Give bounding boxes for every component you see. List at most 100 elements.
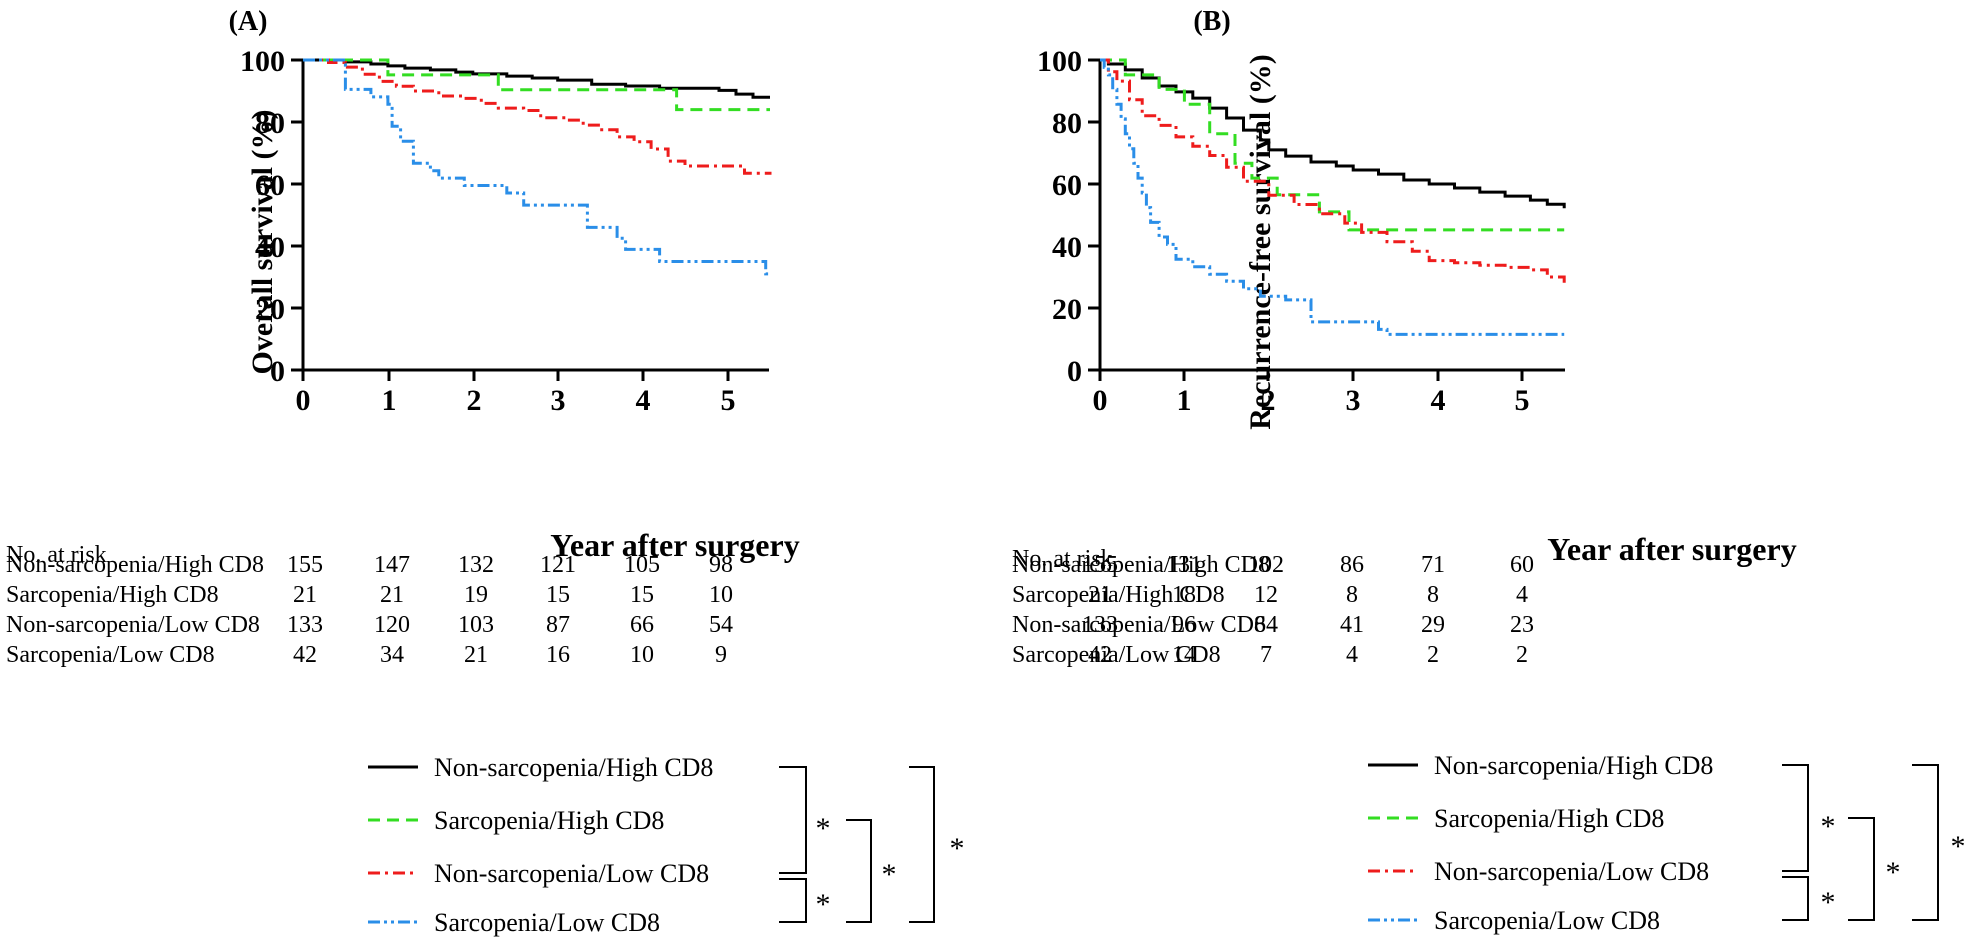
risk-cell: 96 (1172, 612, 1196, 638)
risk-cell: 155 (1082, 552, 1118, 578)
panel-b-label: (B) (1193, 6, 1230, 37)
panel-b-risk-header: No. at risk (1012, 546, 1113, 572)
risk-cell: 18 (1172, 582, 1196, 608)
risk-cell: 9 (715, 642, 727, 668)
sig-b-1: * (1821, 810, 1836, 843)
sig-b-4: * (1951, 830, 1966, 863)
y-tick-label: 100 (240, 45, 285, 78)
risk-cell: 155 (287, 552, 323, 578)
risk-cell: 133 (1082, 612, 1118, 638)
risk-row-label: Sarcopenia/Low CD8 (6, 642, 215, 668)
risk-row-label: Non-sarcopenia/High CD8 (6, 552, 264, 578)
sig-b-2: * (1821, 886, 1836, 919)
x-tick-label: 1 (382, 384, 397, 417)
risk-cell: 4 (1346, 642, 1358, 668)
panel-a-risk-header: No. at risk (6, 542, 107, 568)
risk-cell: 8 (1427, 582, 1439, 608)
km-curve-sarc-high (303, 58, 770, 112)
risk-cell: 8 (1346, 582, 1358, 608)
risk-cell: 121 (540, 552, 576, 578)
bracket-a-3 (846, 819, 872, 923)
risk-cell: 4 (1516, 582, 1528, 608)
x-tick-label: 4 (1431, 384, 1446, 417)
bracket-a-4 (909, 766, 935, 923)
risk-cell: 132 (458, 552, 494, 578)
risk-cell: 86 (1340, 552, 1364, 578)
risk-row-label: Sarcopenia/Low CD8 (1012, 642, 1221, 668)
y-tick-label: 0 (1067, 355, 1082, 388)
legend-a-label-nonsarc-low: Non-sarcopenia/Low CD8 (434, 859, 709, 888)
risk-cell: 19 (464, 582, 488, 608)
km-curve-nonsarc-low (1100, 58, 1566, 284)
x-tick-label: 0 (1093, 384, 1108, 417)
panel-a-label: (A) (229, 6, 268, 37)
y-tick-label: 80 (1052, 107, 1082, 140)
risk-cell: 66 (630, 612, 654, 638)
legend-b-label-nonsarc-high: Non-sarcopenia/High CD8 (1434, 751, 1713, 780)
risk-cell: 60 (1510, 552, 1534, 578)
panel-b-legend: Non-sarcopenia/High CD8 Sarcopenia/High … (1368, 751, 1966, 935)
bracket-b-3 (1848, 817, 1875, 921)
risk-cell: 98 (709, 552, 733, 578)
panel-b-curves (1100, 58, 1566, 336)
risk-cell: 41 (1340, 612, 1364, 638)
risk-cell: 21 (1088, 582, 1112, 608)
x-tick-label: 2 (1261, 384, 1276, 417)
risk-cell: 71 (1421, 552, 1445, 578)
km-curve-nonsarc-low (303, 58, 772, 175)
km-curve-sarc-low (1100, 58, 1565, 336)
risk-cell: 54 (709, 612, 733, 638)
x-tick-label: 5 (721, 384, 736, 417)
risk-row-label: Sarcopenia/High CD8 (1012, 582, 1225, 608)
risk-cell: 15 (630, 582, 654, 608)
bracket-a-2 (779, 878, 807, 923)
panel-b-ylabel: Recurrence-free survival (%) (1244, 54, 1277, 429)
bracket-a-1 (779, 766, 807, 874)
risk-cell: 21 (293, 582, 317, 608)
sig-a-3: * (882, 858, 897, 891)
risk-cell: 15 (546, 582, 570, 608)
panel-a-curves (303, 58, 772, 276)
bracket-b-1 (1782, 764, 1809, 872)
x-tick-label: 2 (467, 384, 482, 417)
risk-cell: 64 (1254, 612, 1278, 638)
risk-cell: 12 (1254, 582, 1278, 608)
legend-a-label-sarc-low: Sarcopenia/Low CD8 (434, 908, 660, 937)
legend-a-label-sarc-high: Sarcopenia/High CD8 (434, 806, 664, 835)
risk-row-label: Non-sarcopenia/Low CD8 (1012, 612, 1266, 638)
risk-cell: 120 (374, 612, 410, 638)
km-curve-nonsarc-high (303, 58, 770, 99)
y-tick-label: 60 (1052, 169, 1082, 202)
risk-cell: 105 (624, 552, 660, 578)
risk-cell: 16 (546, 642, 570, 668)
sig-b-3: * (1886, 856, 1901, 889)
y-tick-label: 40 (255, 231, 285, 264)
x-tick-label: 3 (551, 384, 566, 417)
sig-a-1: * (816, 812, 831, 845)
risk-cell: 7 (1260, 642, 1272, 668)
legend-b-label-sarc-high: Sarcopenia/High CD8 (1434, 804, 1664, 833)
y-tick-label: 100 (1037, 45, 1082, 78)
x-tick-label: 3 (1346, 384, 1361, 417)
x-tick-label: 1 (1177, 384, 1192, 417)
risk-cell: 10 (709, 582, 733, 608)
y-tick-label: 20 (1052, 293, 1082, 326)
y-tick-label: 40 (1052, 231, 1082, 264)
km-curve-sarc-low (303, 58, 770, 276)
risk-cell: 23 (1510, 612, 1534, 638)
risk-cell: 103 (458, 612, 494, 638)
risk-row-label: Non-sarcopenia/Low CD8 (6, 612, 260, 638)
sig-a-2: * (816, 888, 831, 921)
risk-cell: 133 (287, 612, 323, 638)
risk-cell: 21 (464, 642, 488, 668)
y-tick-label: 60 (255, 169, 285, 202)
legend-b-label-nonsarc-low: Non-sarcopenia/Low CD8 (1434, 857, 1709, 886)
risk-cell: 147 (374, 552, 410, 578)
panel-a-risk-table: Non-sarcopenia/High CD8 155 147 132 121 105 98… (6, 552, 733, 668)
bracket-b-2 (1782, 876, 1809, 921)
y-tick-label: 20 (255, 293, 285, 326)
panel-b-axes: 0 20 40 60 80 100 0 1 2 3 4 5 (1037, 45, 1565, 417)
